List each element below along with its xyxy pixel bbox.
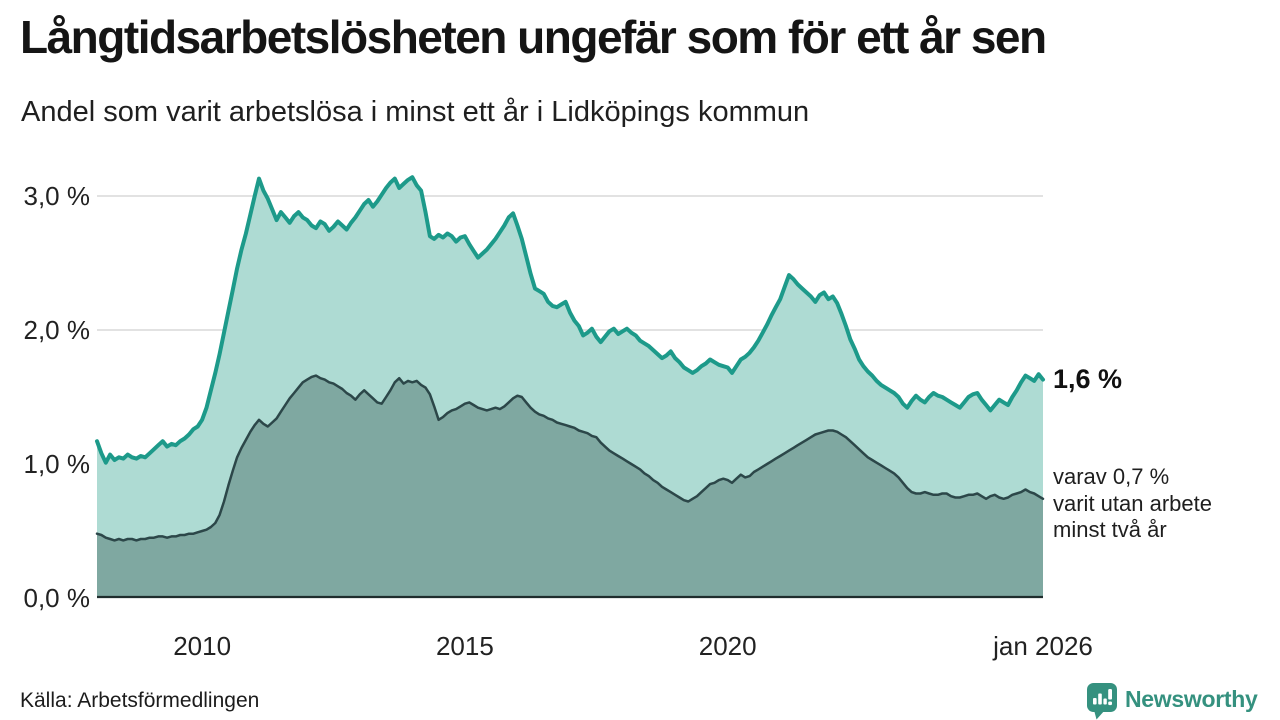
- chart-title: Långtidsarbetslösheten ungefär som för e…: [20, 11, 1047, 63]
- x-axis-label: 2015: [435, 631, 494, 661]
- chart-subtitle: Andel som varit arbetslösa i minst ett å…: [21, 96, 810, 128]
- newsworthy-logo: Newsworthy: [1086, 682, 1258, 720]
- newsworthy-wordmark: Newsworthy: [1125, 685, 1258, 712]
- y-axis-label: 3,0 %: [23, 181, 91, 211]
- end-note-line: varit utan arbete: [1053, 490, 1212, 516]
- end-note-line: minst två år: [1053, 517, 1167, 542]
- end-note-line: varav 0,7 %: [1053, 464, 1170, 489]
- y-axis-label: 1,0 %: [23, 449, 91, 479]
- y-axis-label: 0,0 %: [23, 583, 91, 613]
- series-end-note: varav 0,7 % varit utan arbete minst två …: [1053, 464, 1212, 544]
- x-axis-label: 2010: [173, 631, 232, 661]
- source-attribution: Källa: Arbetsförmedlingen: [20, 689, 260, 712]
- x-axis-label: 2020: [698, 631, 757, 661]
- newsworthy-bubble-chart-icon: [1087, 683, 1117, 720]
- x-axis-label: jan 2026: [993, 631, 1093, 661]
- series-end-value-label: 1,6 %: [1053, 364, 1123, 394]
- y-axis-label: 2,0 %: [23, 315, 91, 345]
